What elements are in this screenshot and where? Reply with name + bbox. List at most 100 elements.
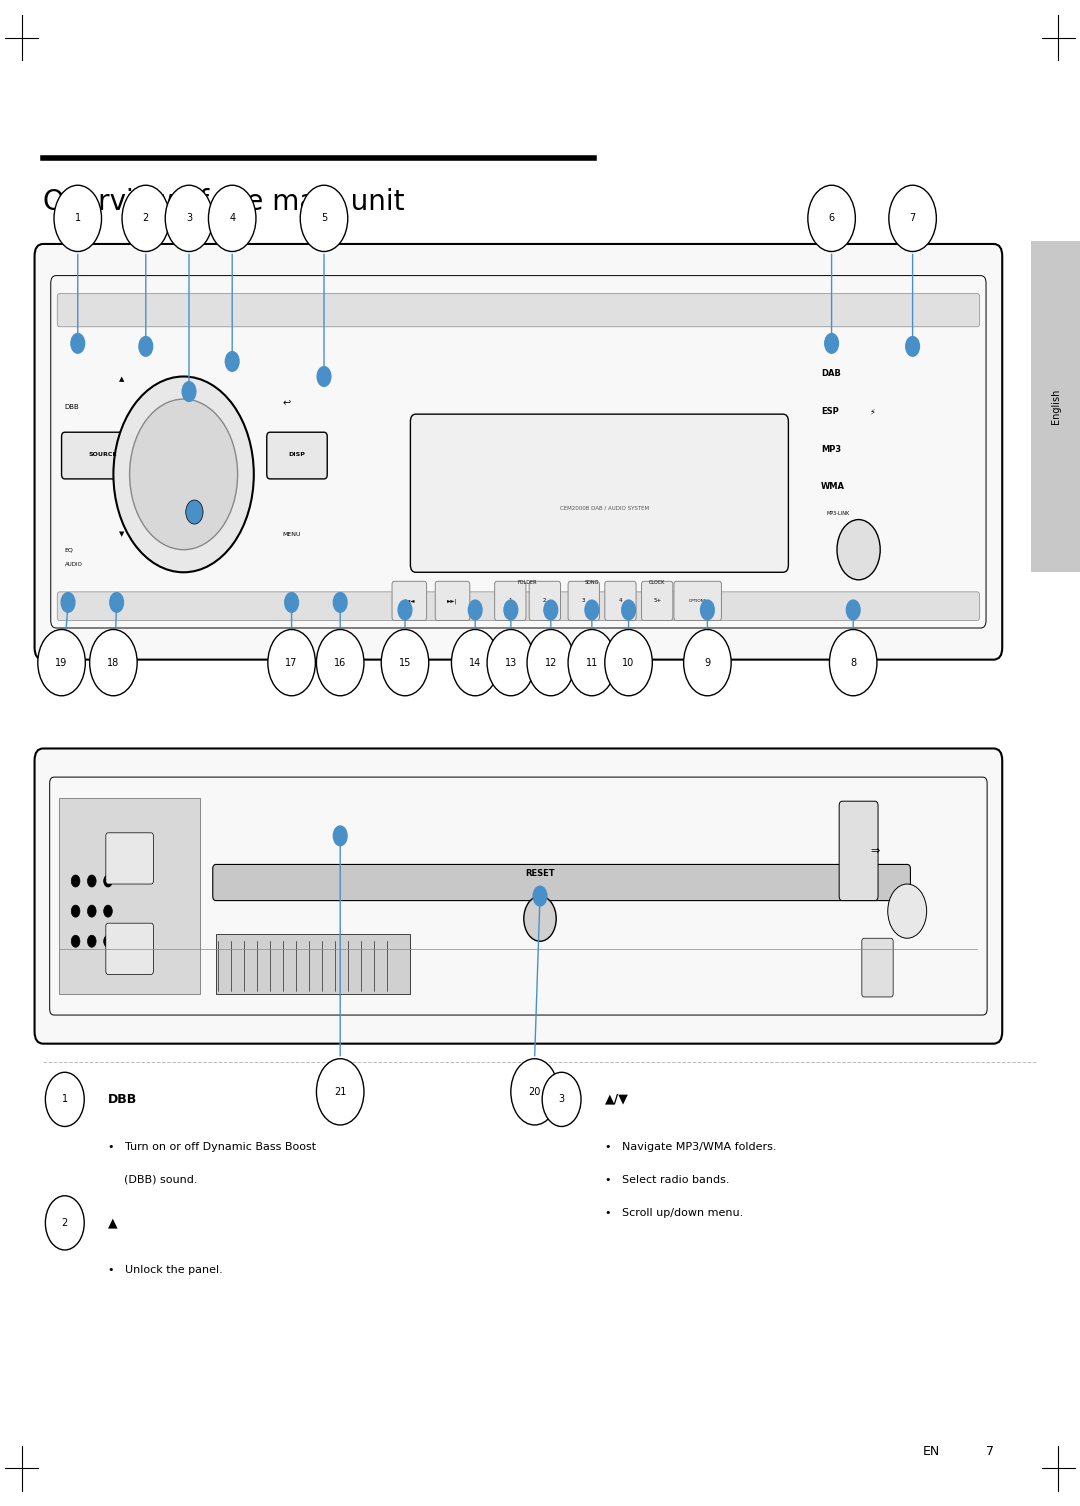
Text: MP3-LINK: MP3-LINK xyxy=(826,511,850,517)
Text: •   Turn on or off Dynamic Bass Boost: • Turn on or off Dynamic Bass Boost xyxy=(108,1142,316,1152)
Text: 18: 18 xyxy=(107,658,120,667)
FancyBboxPatch shape xyxy=(57,592,980,620)
FancyBboxPatch shape xyxy=(59,798,200,994)
Circle shape xyxy=(316,630,364,696)
Text: |◄◄: |◄◄ xyxy=(404,598,415,604)
Circle shape xyxy=(70,333,85,354)
Text: CEM2000B DAB / AUDIO SYSTEM: CEM2000B DAB / AUDIO SYSTEM xyxy=(561,505,649,511)
Text: ⇒: ⇒ xyxy=(870,846,879,855)
FancyBboxPatch shape xyxy=(674,581,721,620)
Text: ⚡: ⚡ xyxy=(869,407,875,416)
Circle shape xyxy=(889,185,936,252)
Text: 11: 11 xyxy=(585,658,598,667)
Text: 2: 2 xyxy=(543,598,546,604)
Text: •   Scroll up/down menu.: • Scroll up/down menu. xyxy=(605,1208,743,1218)
FancyBboxPatch shape xyxy=(106,923,153,974)
Circle shape xyxy=(381,630,429,696)
Text: DAB: DAB xyxy=(821,369,840,378)
Text: EQ: EQ xyxy=(65,547,73,553)
Text: 8: 8 xyxy=(850,658,856,667)
Circle shape xyxy=(333,825,348,846)
Circle shape xyxy=(113,376,254,572)
Circle shape xyxy=(300,185,348,252)
Circle shape xyxy=(138,336,153,357)
Circle shape xyxy=(905,336,920,357)
Text: 5+: 5+ xyxy=(653,598,661,604)
Text: 3: 3 xyxy=(186,214,192,223)
Text: 14: 14 xyxy=(469,658,482,667)
Text: ►►|: ►►| xyxy=(447,598,458,604)
Text: 17: 17 xyxy=(285,658,298,667)
FancyBboxPatch shape xyxy=(57,294,980,327)
FancyBboxPatch shape xyxy=(862,938,893,997)
Circle shape xyxy=(165,185,213,252)
Text: MP3: MP3 xyxy=(821,444,841,453)
Circle shape xyxy=(397,599,413,620)
Circle shape xyxy=(542,1072,581,1126)
Circle shape xyxy=(532,886,548,907)
Circle shape xyxy=(71,935,80,947)
Circle shape xyxy=(130,399,238,550)
Text: Overview of the main unit: Overview of the main unit xyxy=(43,188,405,217)
Circle shape xyxy=(90,630,137,696)
Circle shape xyxy=(225,351,240,372)
Text: •   Select radio bands.: • Select radio bands. xyxy=(605,1175,729,1185)
Text: 3: 3 xyxy=(582,598,585,604)
Text: 9: 9 xyxy=(704,658,711,667)
Circle shape xyxy=(837,520,880,580)
Circle shape xyxy=(700,599,715,620)
Circle shape xyxy=(584,599,599,620)
Circle shape xyxy=(487,630,535,696)
Text: 2: 2 xyxy=(143,214,149,223)
Text: •   Navigate MP3/WMA folders.: • Navigate MP3/WMA folders. xyxy=(605,1142,777,1152)
Text: 16: 16 xyxy=(334,658,347,667)
FancyBboxPatch shape xyxy=(410,414,788,572)
Circle shape xyxy=(87,935,96,947)
Circle shape xyxy=(104,935,112,947)
Circle shape xyxy=(846,599,861,620)
Text: RESET: RESET xyxy=(525,869,555,878)
Circle shape xyxy=(54,185,102,252)
Text: WMA: WMA xyxy=(821,482,845,491)
Circle shape xyxy=(684,630,731,696)
FancyBboxPatch shape xyxy=(568,581,599,620)
Text: 1: 1 xyxy=(509,598,512,604)
FancyBboxPatch shape xyxy=(216,934,410,994)
Circle shape xyxy=(316,366,332,387)
Circle shape xyxy=(71,875,80,887)
Text: ▲: ▲ xyxy=(108,1217,118,1229)
Circle shape xyxy=(824,333,839,354)
Text: DBB: DBB xyxy=(108,1093,137,1105)
Circle shape xyxy=(316,1059,364,1125)
Text: 5: 5 xyxy=(321,214,327,223)
Text: ⏻❨: ⏻❨ xyxy=(177,450,190,459)
FancyBboxPatch shape xyxy=(435,581,470,620)
Text: 3: 3 xyxy=(558,1095,565,1104)
Text: 15: 15 xyxy=(399,658,411,667)
Text: DISP: DISP xyxy=(288,452,306,458)
Text: SONG: SONG xyxy=(584,580,599,586)
FancyBboxPatch shape xyxy=(839,801,878,901)
Circle shape xyxy=(208,185,256,252)
Circle shape xyxy=(527,630,575,696)
FancyBboxPatch shape xyxy=(642,581,673,620)
Circle shape xyxy=(71,905,80,917)
Text: FOLDER: FOLDER xyxy=(517,580,537,586)
Circle shape xyxy=(45,1196,84,1250)
Text: 7: 7 xyxy=(986,1444,994,1458)
Text: 1: 1 xyxy=(75,214,81,223)
FancyBboxPatch shape xyxy=(529,581,561,620)
FancyBboxPatch shape xyxy=(495,581,526,620)
Circle shape xyxy=(808,185,855,252)
Text: 12: 12 xyxy=(544,658,557,667)
Circle shape xyxy=(38,630,85,696)
Circle shape xyxy=(268,630,315,696)
Circle shape xyxy=(181,381,197,402)
Text: 1: 1 xyxy=(62,1095,68,1104)
Circle shape xyxy=(829,630,877,696)
Text: 4: 4 xyxy=(229,214,235,223)
Text: 13: 13 xyxy=(504,658,517,667)
FancyBboxPatch shape xyxy=(35,244,1002,660)
Text: AUDIO: AUDIO xyxy=(65,562,83,568)
Text: 6: 6 xyxy=(828,214,835,223)
